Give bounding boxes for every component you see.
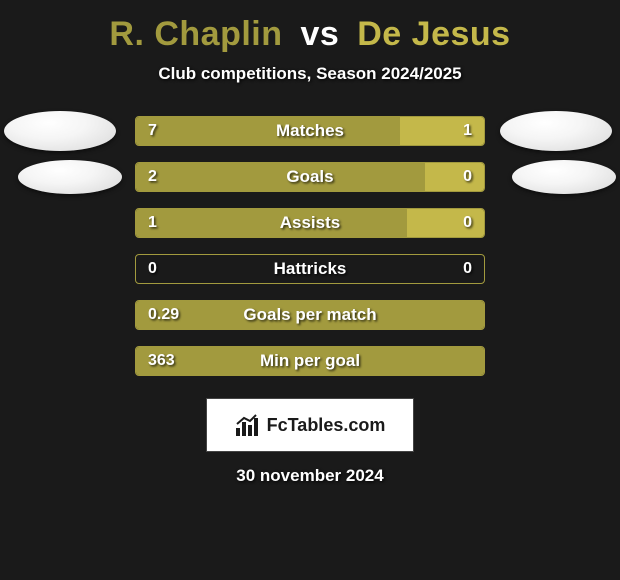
badge-text: FcTables.com: [267, 415, 386, 436]
chart-icon: [235, 414, 261, 436]
subtitle: Club competitions, Season 2024/2025: [0, 64, 620, 84]
fctables-badge[interactable]: FcTables.com: [206, 398, 414, 452]
stat-row: 00Hattricks: [0, 254, 620, 284]
left-avatar-ellipse: [4, 111, 116, 151]
left-avatar-ellipse: [18, 160, 122, 194]
stat-label: Matches: [135, 116, 485, 146]
player1-name: R. Chaplin: [109, 15, 282, 53]
comparison-widget: R. Chaplin vs De Jesus Club competitions…: [0, 0, 620, 580]
title: R. Chaplin vs De Jesus: [0, 15, 620, 54]
title-vs: vs: [300, 15, 339, 53]
stat-label: Hattricks: [135, 254, 485, 284]
stat-label: Goals per match: [135, 300, 485, 330]
stat-row: 363Min per goal: [0, 346, 620, 376]
right-avatar-ellipse: [500, 111, 612, 151]
stat-label: Assists: [135, 208, 485, 238]
stats-rows: 71Matches20Goals10Assists00Hattricks0.29…: [0, 116, 620, 376]
stat-row: 10Assists: [0, 208, 620, 238]
stat-row: 0.29Goals per match: [0, 300, 620, 330]
right-avatar-ellipse: [512, 160, 616, 194]
stat-label: Goals: [135, 162, 485, 192]
player2-name: De Jesus: [357, 15, 510, 53]
date-text: 30 november 2024: [0, 466, 620, 486]
stat-label: Min per goal: [135, 346, 485, 376]
